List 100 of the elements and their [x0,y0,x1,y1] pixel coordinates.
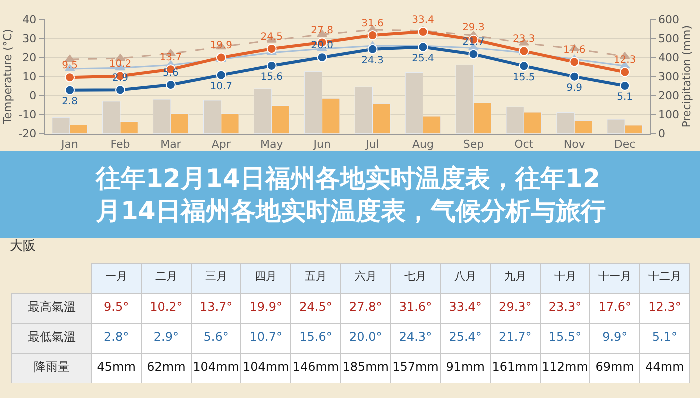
text: 24.5° [300,300,332,314]
point [65,85,76,96]
y-tick-label: -10 [18,108,37,122]
category-label: 六月 [354,270,377,284]
data-label: 33.4 [412,14,434,26]
y2-axis-title: Precipitation (mm) [680,26,694,128]
category-label: 十二月 [648,270,682,284]
data-label: 27.8 [311,26,334,37]
x-tick-label: Feb [110,138,130,152]
text: 21.7° [499,330,532,344]
data-label: 15.5 [513,72,536,84]
text: 25.4° [449,330,482,344]
y-axis-title: Temperature (°C) [1,29,14,126]
point [418,27,428,38]
category-label: 十月 [554,270,576,284]
data-label: 2.8 [62,96,78,108]
text: 19.9° [250,300,283,314]
x-tick-label: Oct [514,138,534,152]
x-tick-label: Dec [614,138,636,152]
data-label: 13.7 [160,52,182,64]
text: 157mm [392,360,439,374]
category-label: 最高氣溫 [28,300,76,314]
data-label: 25.4 [412,53,434,64]
y-tick-label: -20 [18,128,37,141]
point [266,60,277,71]
category-label: 七月 [404,270,427,284]
point [570,57,580,68]
category-label: 九月 [504,270,526,284]
text: 大阪 [10,239,36,254]
data-label: 9.9 [566,82,583,94]
point [166,80,176,90]
text: 29.3° [499,300,532,314]
text: 112mm [542,360,588,374]
text: 20.0° [349,330,382,344]
data-label: 10.2 [109,59,132,70]
text: 91mm [446,360,485,374]
text: 62mm [147,360,186,374]
category-label: 降雨量 [34,360,70,374]
text: 104mm [193,360,240,374]
x-tick-label: May [260,138,284,152]
x-tick-label: Mar [160,138,182,152]
y-tick-label: 0 [30,90,37,103]
category-label: 四月 [255,270,278,284]
text: 24.3° [399,330,432,344]
y2-tick-label: 0 [658,128,666,141]
text: 23.3° [548,300,582,314]
x-tick-label: Jun [312,138,331,152]
text: 9.5° [104,300,130,314]
x-tick-label: Aug [412,138,434,152]
y-tick-label: 20 [22,51,37,64]
data-label: 9.5 [62,60,78,72]
text: 45mm [97,360,136,374]
point [620,80,630,91]
text: 10.7° [250,330,283,344]
point [468,49,479,60]
text: 69mm [596,360,634,374]
category-label: 五月 [305,270,328,284]
point [266,44,277,54]
text: 往年12月14日福州各地实时温度表，往年12月14日福州各地实时温度表，气候分析与旅行 [95,164,606,226]
y2-tick-label: 600 [658,13,680,26]
y2-tick-label: 500 [658,32,680,46]
text: 104mm [243,360,290,374]
text: 5.6° [204,330,229,344]
text: 161mm [492,360,539,374]
data-label: 23.3 [513,34,536,46]
category-label: 八月 [454,270,477,284]
category-label: 三月 [205,270,228,284]
data-label: 29.3 [462,22,485,34]
data-label: 24.3 [362,56,384,67]
x-tick-label: Nov [564,138,586,152]
point [570,72,580,82]
text: 185mm [342,360,390,374]
y2-tick-label: 100 [658,108,680,122]
text: 15.5° [548,330,582,344]
category-label: 最低氣溫 [28,330,76,344]
text: 12.3° [648,300,682,314]
point [418,42,428,52]
text: 2.8° [104,330,130,344]
data-label: 12.3 [614,55,636,66]
point [519,61,530,72]
x-tick-label: Jul [365,138,380,152]
y-tick-label: 30 [22,32,37,46]
data-label: 31.6 [362,18,384,30]
data-label: 5.1 [617,92,634,104]
y-tick-label: 40 [22,13,37,26]
data-label: 19.9 [210,40,233,52]
y2-tick-label: 400 [658,51,680,64]
category-label: 一月 [106,270,128,284]
text: 9.9° [602,330,628,344]
point [368,30,378,40]
text: 44mm [646,360,684,374]
text: 17.6° [598,300,632,314]
x-tick-label: Jan [60,138,79,152]
category-label: 十一月 [598,270,632,284]
point [317,52,328,63]
text: 27.8° [349,300,382,314]
text: 2.9° [154,330,179,344]
data-label: 24.5 [260,32,283,43]
data-label: 10.7 [210,81,233,92]
text: 31.6° [399,300,432,314]
